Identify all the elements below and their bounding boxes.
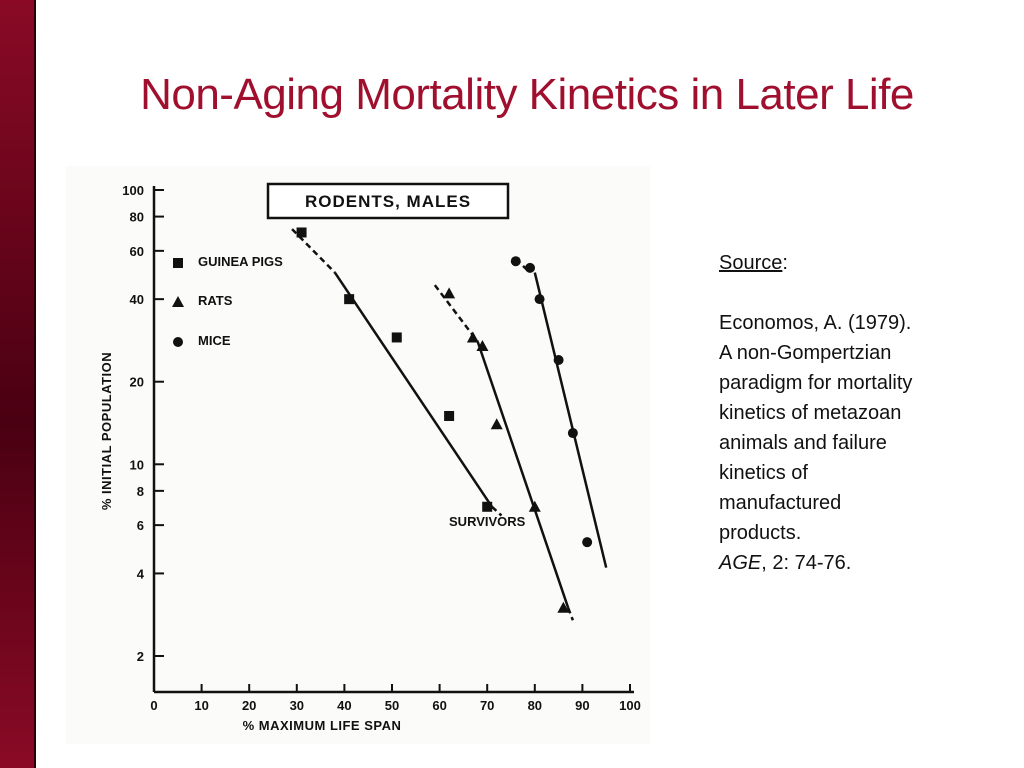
- x-tick-label: 20: [242, 698, 256, 713]
- source-colon: :: [782, 252, 788, 274]
- data-point-triangle: [476, 339, 489, 351]
- x-tick-label: 30: [290, 698, 304, 713]
- citation-volume-pages: , 2: 74-76.: [761, 552, 852, 574]
- y-axis-title: % INITIAL POPULATION: [99, 352, 114, 510]
- data-point-triangle: [557, 601, 570, 613]
- data-point-triangle: [466, 331, 479, 343]
- y-tick-label: 100: [122, 183, 144, 198]
- legend-marker-triangle: [172, 296, 184, 307]
- citation-line: A non-Gompertzian: [719, 342, 892, 364]
- citation-line: paradigm for mortality: [719, 372, 913, 394]
- left-accent-divider: [34, 0, 36, 768]
- x-tick-label: 40: [337, 698, 351, 713]
- y-tick-label: 20: [130, 375, 144, 390]
- legend-label: MICE: [198, 333, 231, 348]
- citation-journal: AGE: [719, 552, 762, 574]
- survivors-annotation: SURVIVORS: [449, 514, 526, 529]
- y-tick-label: 8: [137, 484, 144, 499]
- chart-figure: 2 4 6 8 10 20 40 60 80 100 0 10 20 30 40 50 60 70 80 90 100%…: [66, 166, 650, 744]
- data-point-circle: [553, 354, 564, 365]
- citation-line: Economos, A. (1979).: [719, 312, 912, 334]
- legend-label: GUINEA PIGS: [198, 254, 283, 269]
- data-point-triangle: [528, 500, 541, 512]
- mortality-chart: 2 4 6 8 10 20 40 60 80 100 0 10 20 30 40 50 60 70 80 90 100%…: [99, 182, 641, 733]
- data-point-circle: [510, 256, 521, 267]
- x-tick-label: 60: [432, 698, 446, 713]
- x-tick-label: 10: [194, 698, 208, 713]
- x-tick-label: 100: [619, 698, 641, 713]
- source-citation: Source: Economos, A. (1979). A non-Gompe…: [719, 248, 989, 578]
- data-point-square: [444, 410, 455, 421]
- legend-marker-circle: [173, 337, 183, 347]
- data-point-circle: [534, 294, 545, 305]
- y-tick-label: 40: [130, 292, 144, 307]
- x-axis-title: % MAXIMUM LIFE SPAN: [243, 718, 402, 733]
- data-point-circle: [525, 262, 536, 273]
- y-tick-label: 10: [130, 457, 144, 472]
- fit-line-solid: [333, 271, 493, 508]
- source-heading: Source:: [719, 248, 989, 278]
- fit-line-dashed: [433, 284, 479, 343]
- y-tick-label: 6: [137, 518, 144, 533]
- y-tick-label: 80: [130, 210, 144, 225]
- left-accent-bar: [0, 0, 34, 768]
- slide-title: Non-Aging Mortality Kinetics in Later Li…: [140, 70, 914, 119]
- data-point-circle: [567, 428, 578, 439]
- data-point-circle: [582, 537, 593, 548]
- data-point-triangle: [443, 287, 456, 299]
- chart-title: RODENTS, MALES: [305, 192, 471, 211]
- citation-line: kinetics of: [719, 462, 808, 484]
- fit-line-dashed: [491, 505, 503, 517]
- x-tick-label: 0: [150, 698, 157, 713]
- citation-journal-line: AGE, 2: 74-76.: [719, 548, 989, 578]
- chart-title-box: [266, 182, 510, 220]
- citation-line: manufactured: [719, 492, 842, 514]
- y-tick-label: 60: [130, 244, 144, 259]
- fit-line-dashed: [566, 607, 575, 621]
- x-tick-label: 90: [575, 698, 589, 713]
- legend-marker-square: [173, 258, 183, 268]
- data-point-triangle: [490, 418, 503, 430]
- data-point-square: [482, 501, 493, 512]
- source-label: Source: [719, 252, 783, 274]
- fit-line-solid: [476, 341, 570, 609]
- x-tick-label: 50: [385, 698, 399, 713]
- y-tick-label: 4: [137, 566, 145, 581]
- citation-line: animals and failure: [719, 432, 887, 454]
- data-point-square: [296, 227, 307, 238]
- citation-line: products.: [719, 522, 802, 544]
- legend-label: RATS: [198, 293, 233, 308]
- x-tick-label: 70: [480, 698, 494, 713]
- y-tick-label: 2: [137, 649, 144, 664]
- x-tick-label: 80: [528, 698, 542, 713]
- fit-line-solid: [533, 272, 608, 568]
- data-point-square: [344, 294, 355, 305]
- data-point-square: [391, 332, 402, 343]
- citation-line: kinetics of metazoan: [719, 402, 902, 424]
